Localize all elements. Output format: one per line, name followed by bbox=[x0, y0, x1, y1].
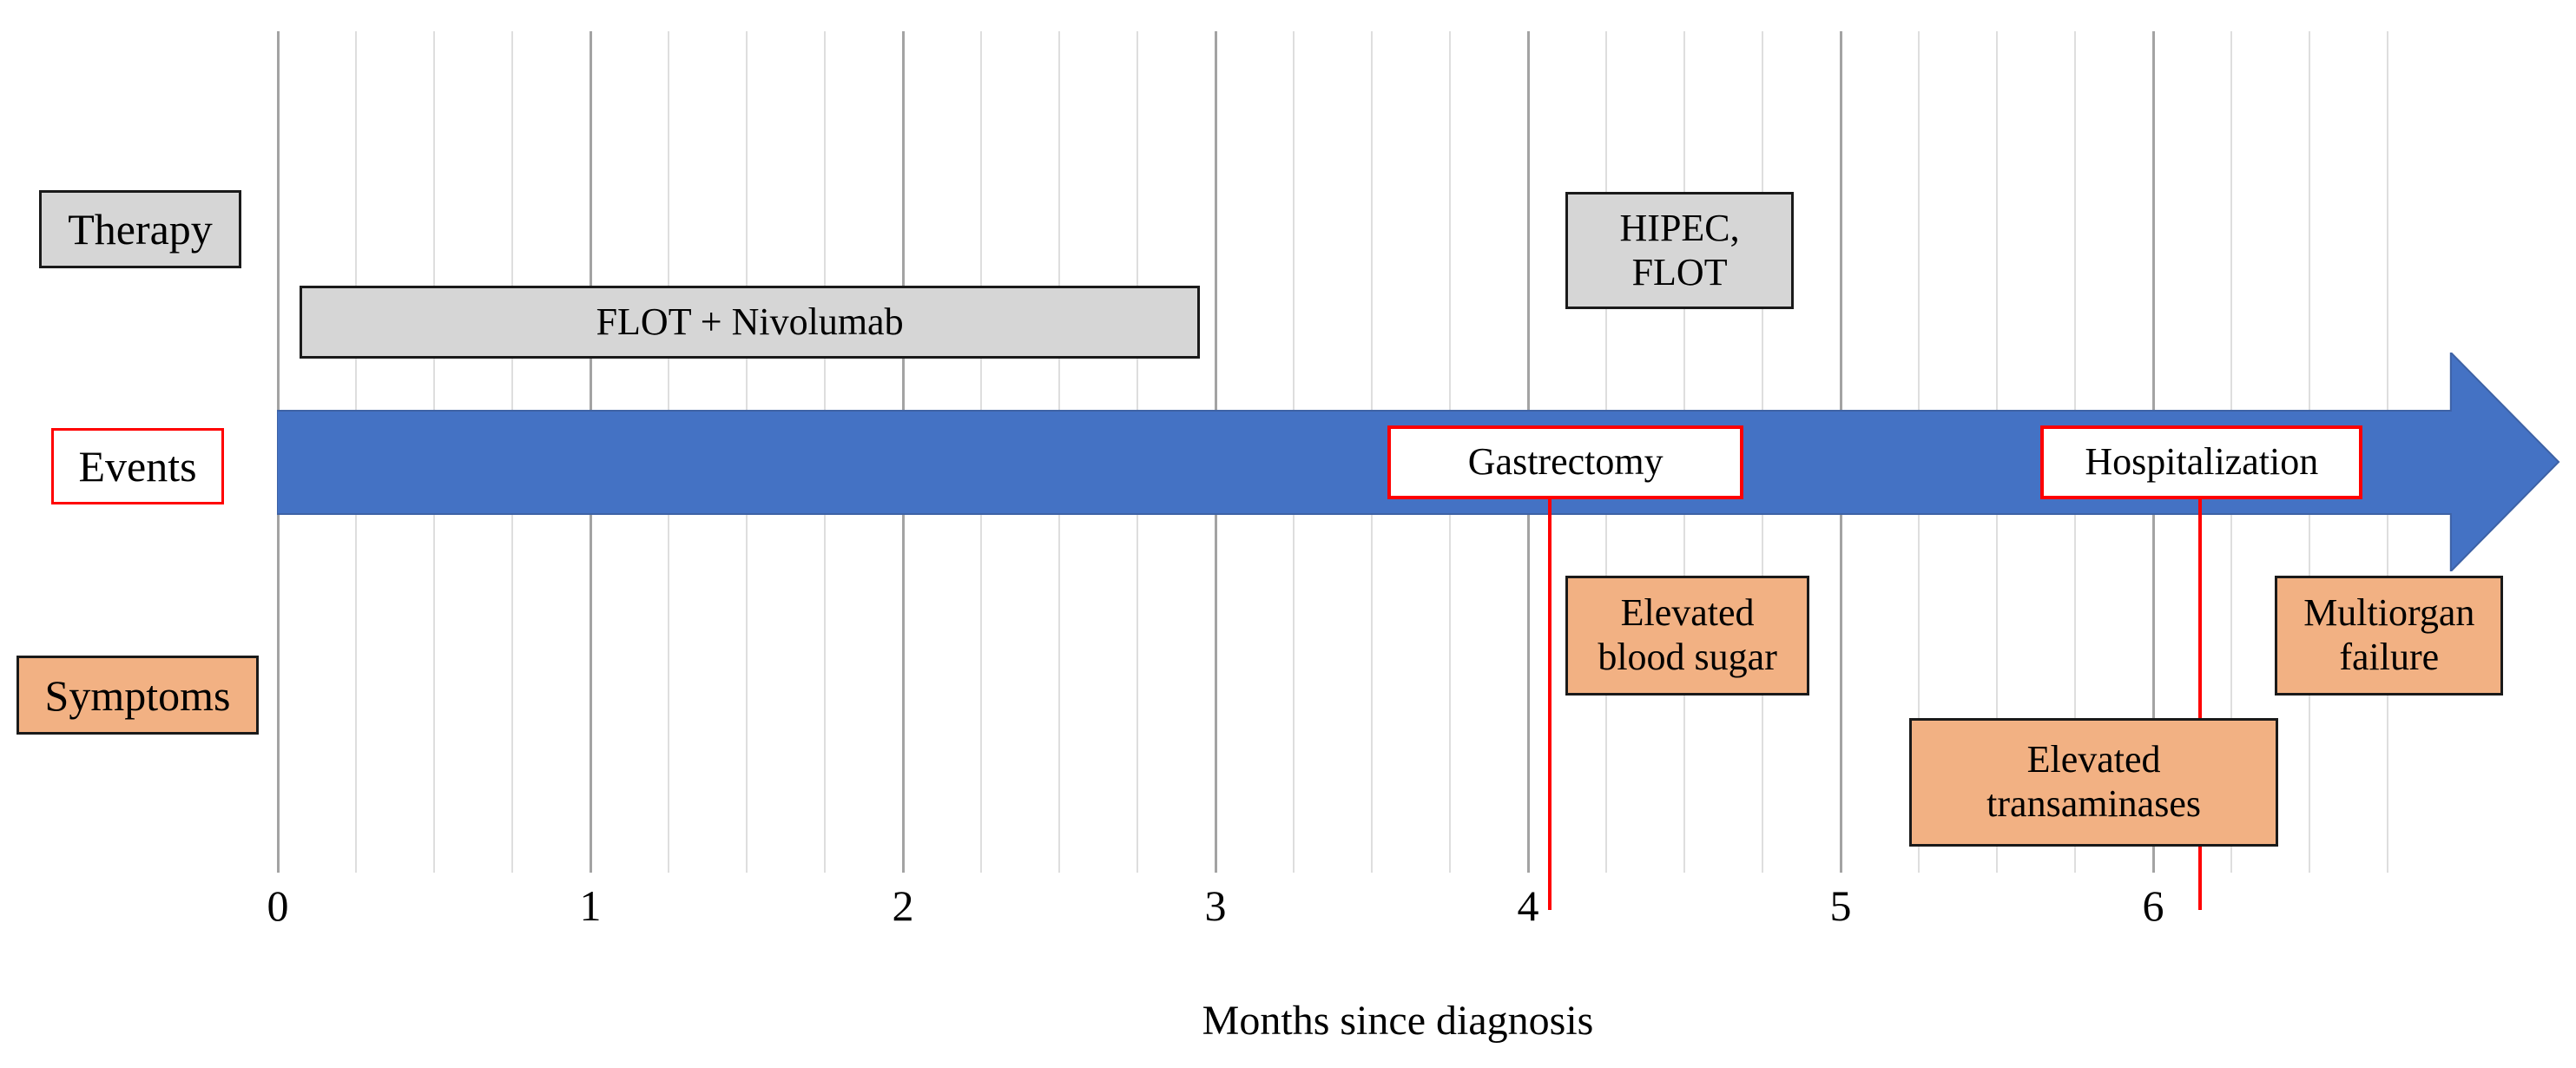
row-label-events-text: Events bbox=[78, 442, 197, 491]
therapy-bar-1-text: HIPEC, bbox=[1619, 206, 1740, 249]
event-box-1: Hospitalization bbox=[2040, 425, 2363, 499]
row-label-therapy-text: Therapy bbox=[68, 205, 213, 254]
row-label-therapy: Therapy bbox=[39, 190, 241, 268]
therapy-bar-0-text: FLOT + Nivolumab bbox=[596, 300, 904, 343]
x-tick-label-6: 6 bbox=[2142, 881, 2164, 930]
symptom-box-0-text: Elevated bbox=[1620, 591, 1755, 635]
x-tick-label-5: 5 bbox=[1829, 881, 1852, 930]
therapy-bar-1-text: FLOT bbox=[1631, 250, 1728, 293]
symptom-box-1-text: transaminases bbox=[1986, 782, 2201, 825]
row-label-symptoms-text: Symptoms bbox=[44, 670, 231, 720]
x-tick-label-3: 3 bbox=[1204, 881, 1227, 930]
symptom-box-0: Elevated blood sugar bbox=[1565, 576, 1809, 696]
event-marker-0 bbox=[1548, 496, 1552, 910]
symptom-box-2-text: failure bbox=[2339, 636, 2440, 678]
therapy-bar-0: FLOT + Nivolumab bbox=[300, 286, 1200, 359]
symptom-box-0-text: blood sugar bbox=[1598, 636, 1777, 678]
x-tick-label-2: 2 bbox=[892, 881, 914, 930]
event-box-0: Gastrectomy bbox=[1387, 425, 1744, 499]
x-axis-label: Months since diagnosis bbox=[1202, 998, 1594, 1044]
x-tick-label-0: 0 bbox=[267, 881, 289, 930]
symptom-box-2-text: Multiorgan bbox=[2303, 591, 2475, 635]
event-box-1-text: Hospitalization bbox=[2085, 440, 2319, 484]
row-label-events: Events bbox=[51, 428, 224, 504]
symptom-box-1-text: Elevated bbox=[2026, 738, 2161, 781]
event-marker-1 bbox=[2198, 496, 2202, 910]
symptom-box-1: Elevated transaminases bbox=[1909, 718, 2278, 847]
symptom-box-2: Multiorgan failure bbox=[2275, 576, 2504, 696]
x-tick-label-1: 1 bbox=[579, 881, 602, 930]
row-label-symptoms: Symptoms bbox=[16, 656, 259, 735]
event-box-0-text: Gastrectomy bbox=[1467, 440, 1664, 484]
x-tick-label-4: 4 bbox=[1517, 881, 1539, 930]
therapy-bar-1: HIPEC, FLOT bbox=[1565, 192, 1794, 309]
